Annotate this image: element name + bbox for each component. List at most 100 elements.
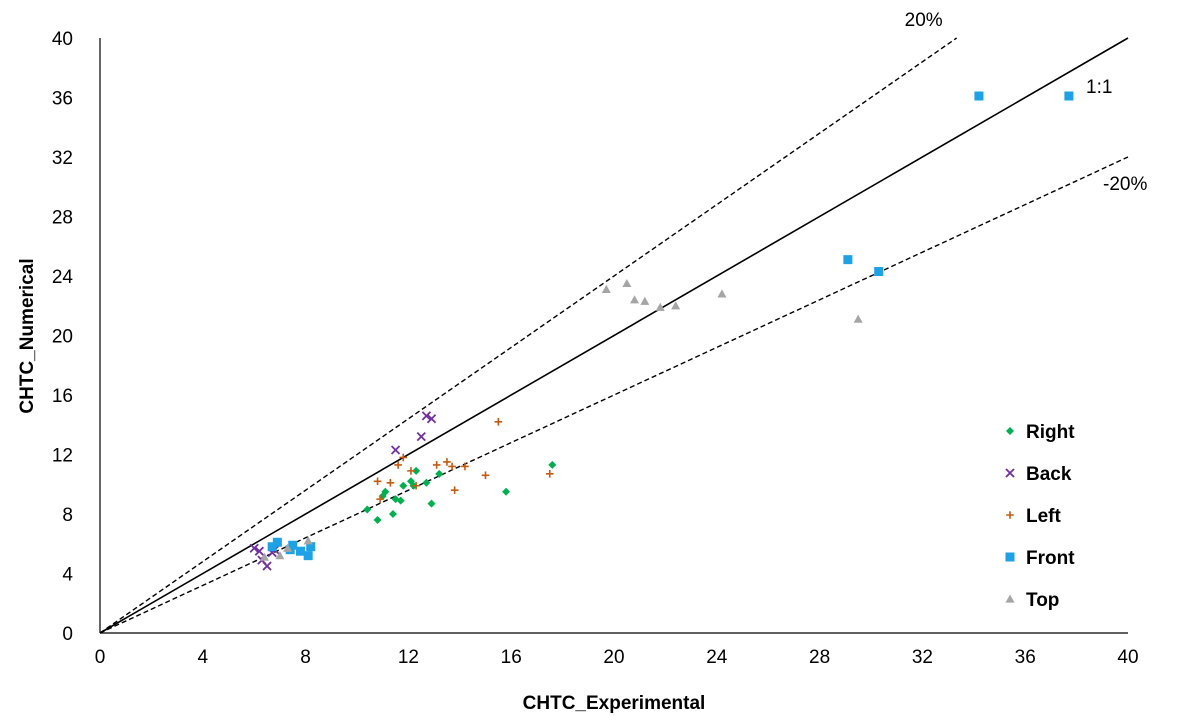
data-point: [450, 486, 459, 494]
data-point: [283, 543, 293, 552]
x-tick-label: 28: [809, 647, 830, 668]
data-point: [262, 561, 272, 571]
data-point: [399, 453, 408, 462]
y-tick-label: 8: [62, 505, 73, 526]
y-tick-label: 36: [52, 89, 73, 110]
data-point: [671, 301, 681, 310]
y-tick-label: 28: [52, 208, 73, 229]
data-point: [1064, 91, 1074, 101]
y-tick-label: 4: [62, 565, 73, 586]
data-point: [1006, 427, 1014, 435]
data-point: [1005, 552, 1015, 562]
data-point: [416, 432, 426, 442]
series-left: [373, 417, 554, 503]
data-point: [601, 284, 611, 293]
legend: Right Back Left Front Top: [1005, 422, 1075, 611]
data-point: [399, 481, 408, 490]
y-tick-label: 24: [52, 267, 74, 288]
data-point: [545, 470, 554, 478]
y-tick-label: 0: [62, 624, 73, 645]
data-point: [396, 496, 405, 505]
y-tick-label: 40: [52, 29, 73, 50]
data-point: [306, 542, 316, 552]
x-tick-label: 12: [398, 647, 419, 668]
data-point: [394, 461, 402, 469]
data-point: [295, 546, 305, 556]
data-point: [272, 537, 282, 547]
data-point: [249, 543, 259, 553]
legend-label: Right: [1026, 422, 1075, 443]
data-point: [622, 278, 632, 288]
y-tick-label: 32: [52, 148, 73, 169]
x-tick-label: 4: [198, 647, 209, 668]
series-front: [267, 91, 1074, 561]
reference-line: [99, 37, 1129, 634]
data-point: [502, 487, 511, 496]
data-point: [390, 445, 401, 455]
data-point: [373, 515, 382, 524]
x-tick-label: 20: [603, 647, 624, 668]
x-tick-label: 8: [300, 647, 311, 668]
data-point: [376, 495, 384, 503]
axes: [99, 38, 1128, 634]
data-point: [494, 417, 503, 426]
data-point: [373, 477, 382, 486]
data-point: [288, 540, 298, 550]
data-point: [259, 552, 269, 561]
x-tick-label: 0: [95, 647, 106, 668]
data-point: [481, 471, 490, 480]
data-point: [548, 460, 557, 469]
x-tick-label: 24: [706, 647, 728, 668]
data-point: [1005, 468, 1015, 478]
reference-line: [99, 37, 958, 634]
data-point: [303, 551, 313, 561]
data-point: [843, 255, 853, 265]
data-point: [1005, 594, 1015, 603]
data-point: [426, 414, 437, 424]
data-point: [422, 478, 431, 487]
legend-label: Back: [1026, 464, 1072, 485]
data-point: [874, 267, 884, 277]
data-point: [421, 411, 432, 421]
series-top: [259, 278, 863, 561]
data-point: [655, 302, 665, 311]
x-axis-title: CHTC_Experimental: [523, 693, 706, 714]
reference-line-label: 1:1: [1086, 77, 1112, 98]
data-point: [717, 289, 727, 298]
reference-line: [99, 156, 1129, 634]
data-point: [412, 466, 421, 475]
x-tick-label: 16: [501, 647, 522, 668]
y-tick-label: 12: [52, 446, 73, 467]
data-point: [254, 546, 264, 556]
data-point: [461, 462, 469, 471]
series-right: [363, 460, 557, 524]
reference-lines: 1:1 20% -20%: [99, 10, 1147, 634]
data-point: [640, 296, 650, 305]
x-tick-label: 32: [912, 647, 933, 668]
data-point: [381, 487, 390, 496]
data-point: [630, 295, 640, 304]
data-point: [443, 458, 451, 466]
tick-labels: 0 4 8 12 16 20 24 28 32 36 40 0 4 8 12 16 20 24 28 32 36 40: [52, 29, 1139, 668]
data-points: [249, 91, 1074, 571]
data-point: [388, 510, 397, 518]
data-point: [412, 481, 420, 490]
y-axis-title: CHTC_Numerical: [17, 258, 38, 413]
data-point: [363, 505, 372, 514]
data-point: [386, 478, 395, 487]
data-point: [303, 536, 313, 545]
x-tick-label: 40: [1117, 647, 1138, 668]
data-point: [435, 469, 444, 478]
legend-label: Top: [1026, 590, 1059, 611]
data-point: [427, 499, 436, 508]
data-point: [974, 91, 984, 101]
y-tick-label: 16: [52, 386, 73, 407]
data-point: [267, 542, 277, 552]
data-point: [853, 314, 863, 323]
data-point: [407, 467, 415, 475]
legend-label: Front: [1026, 548, 1075, 569]
data-point: [1006, 511, 1014, 519]
data-point: [448, 462, 456, 471]
x-tick-label: 36: [1015, 647, 1036, 668]
